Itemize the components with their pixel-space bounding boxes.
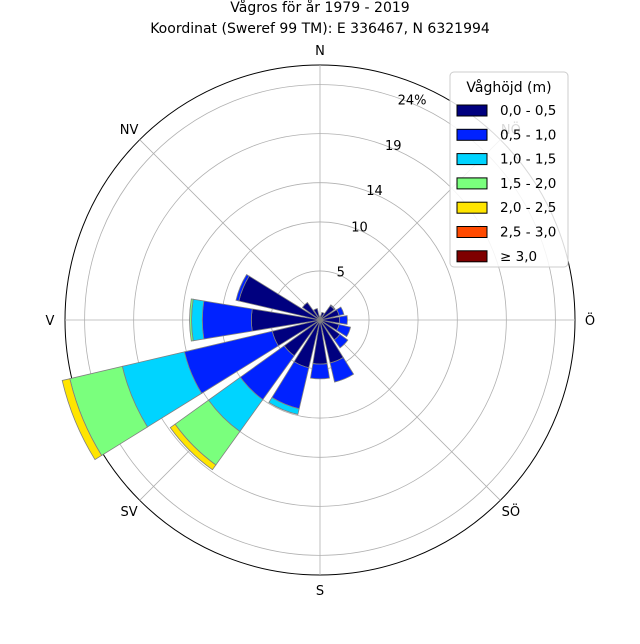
rose-bar-segment [336, 306, 345, 317]
rose-bar-segment [329, 304, 336, 311]
direction-label: NV [120, 123, 139, 138]
legend-swatch [456, 153, 488, 166]
legend-label: 0,5 - 1,0 [500, 127, 556, 143]
radial-tick-label: 5 [337, 266, 345, 281]
direction-label: V [46, 314, 55, 329]
radial-tick-label: 14 [366, 184, 383, 199]
legend-swatch [456, 201, 488, 214]
legend-frame [449, 71, 569, 268]
legend-swatch [456, 250, 488, 263]
legend-swatch [456, 177, 488, 190]
legend-label: 2,0 - 2,5 [500, 200, 556, 216]
legend-swatch [456, 226, 488, 238]
legend-title: Våghöjd (m) [466, 79, 551, 96]
rose-bar-segment [338, 315, 348, 325]
rose-bar-segment [189, 298, 194, 342]
direction-label: S [316, 584, 324, 599]
radial-tick-label: 19 [385, 139, 402, 154]
direction-label: N [315, 44, 325, 59]
grid-spoke [139, 139, 321, 321]
rose-bar-segment [268, 396, 300, 416]
rose-bars [61, 273, 355, 471]
legend: Våghöjd (m) 0,0 - 0,5 0,5 - 1,0 1,0 - 1,5 1… [449, 71, 569, 268]
rose-bar-segment [201, 300, 253, 340]
rose-bar-segment [310, 363, 330, 380]
rose-bar-segment [329, 356, 355, 383]
rose-bar-segment [191, 298, 205, 342]
chart-subtitle: Koordinat (Sweref 99 TM): E 336467, N 63… [150, 21, 490, 37]
grid-spoke [319, 319, 501, 501]
chart-title: Vågros för år 1979 - 2019 [230, 0, 409, 16]
legend-label: 1,0 - 1,5 [500, 152, 556, 168]
rose-bar-segment [333, 333, 349, 349]
rose-bar-segment [61, 378, 103, 461]
direction-label: Ö [585, 312, 595, 329]
rose-bar-segment [301, 301, 321, 321]
legend-label: 1,5 - 2,0 [500, 176, 556, 192]
rose-bar-segment [336, 323, 352, 338]
legend-items: 0,0 - 0,5 0,5 - 1,0 1,0 - 1,5 1,5 - 2,0 2,0 … [456, 103, 556, 265]
direction-label: SV [121, 505, 138, 520]
legend-swatch [456, 128, 488, 141]
legend-label: 0,0 - 0,5 [500, 103, 556, 119]
radial-tick-label: 10 [351, 220, 368, 235]
rose-bar-segment [235, 273, 250, 302]
radial-tick-label: 24% [398, 94, 427, 109]
polar-labels: NNÖÖSÖSSVVNV510141924% [46, 44, 596, 599]
legend-label: 2,5 - 3,0 [500, 225, 556, 241]
legend-swatch [456, 104, 488, 117]
legend-label: ≥ 3,0 [500, 249, 537, 265]
direction-label: SÖ [502, 503, 520, 520]
rose-bar-segment [313, 308, 321, 321]
rose-bar-segment [169, 423, 217, 471]
